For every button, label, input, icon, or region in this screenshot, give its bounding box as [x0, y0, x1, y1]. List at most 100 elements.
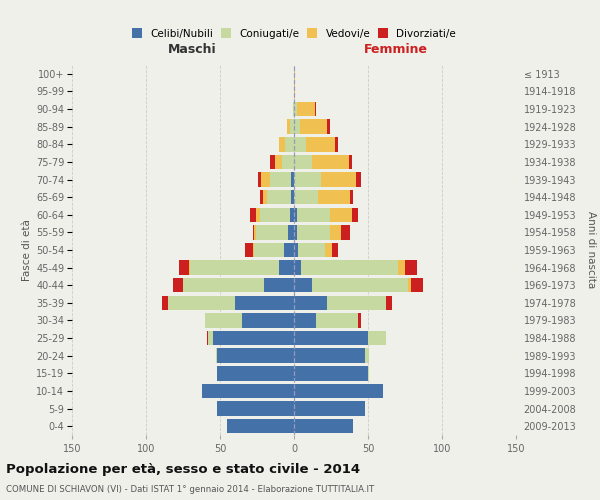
Bar — [268, 190, 291, 204]
Bar — [183, 278, 265, 292]
Bar — [256, 208, 260, 222]
Bar — [316, 314, 358, 328]
Bar — [259, 172, 262, 186]
Bar — [325, 243, 332, 257]
Bar — [212, 331, 294, 345]
Bar — [275, 154, 282, 169]
Bar — [294, 102, 297, 117]
Bar — [190, 260, 279, 275]
Bar — [256, 225, 288, 240]
Bar — [329, 225, 341, 240]
Bar — [250, 208, 256, 222]
Bar — [294, 154, 312, 169]
Bar — [293, 102, 294, 117]
Bar — [205, 314, 242, 328]
Bar — [349, 154, 352, 169]
Bar — [217, 348, 294, 363]
Y-axis label: Anni di nascita: Anni di nascita — [586, 212, 596, 288]
Bar — [356, 172, 361, 186]
Bar — [301, 260, 398, 275]
Bar — [245, 243, 253, 257]
Bar — [260, 190, 263, 204]
Bar — [300, 120, 326, 134]
Bar — [288, 225, 294, 240]
Bar — [291, 190, 294, 204]
Text: Maschi: Maschi — [167, 43, 216, 56]
Text: Femmine: Femmine — [364, 43, 428, 56]
Bar — [254, 243, 284, 257]
Bar — [294, 419, 353, 434]
Bar — [242, 314, 294, 328]
Bar — [329, 208, 352, 222]
Bar — [352, 208, 358, 222]
Bar — [291, 172, 294, 186]
Bar — [294, 331, 368, 345]
Bar — [294, 120, 300, 134]
Bar — [294, 172, 320, 186]
Bar — [206, 331, 208, 345]
Bar — [294, 402, 365, 416]
Bar — [368, 331, 386, 345]
Bar — [235, 296, 294, 310]
Bar — [294, 137, 306, 152]
Text: Popolazione per età, sesso e stato civile - 2014: Popolazione per età, sesso e stato civil… — [6, 462, 360, 475]
Bar — [162, 296, 168, 310]
Bar — [358, 314, 361, 328]
Bar — [341, 225, 350, 240]
Bar — [294, 84, 295, 98]
Bar — [208, 331, 212, 345]
Bar — [282, 154, 294, 169]
Bar — [398, 260, 405, 275]
Bar — [271, 154, 275, 169]
Bar — [294, 296, 326, 310]
Bar — [294, 190, 317, 204]
Bar — [350, 190, 353, 204]
Bar — [294, 348, 365, 363]
Bar — [217, 366, 294, 380]
Bar — [202, 384, 294, 398]
Bar — [326, 120, 329, 134]
Bar — [290, 208, 294, 222]
Bar — [262, 172, 271, 186]
Bar — [294, 243, 298, 257]
Bar — [294, 384, 383, 398]
Bar — [173, 278, 183, 292]
Bar — [279, 137, 285, 152]
Bar — [332, 243, 338, 257]
Bar — [297, 102, 315, 117]
Bar — [297, 225, 329, 240]
Bar — [253, 225, 254, 240]
Bar — [217, 402, 294, 416]
Bar — [294, 366, 368, 380]
Bar — [294, 260, 301, 275]
Bar — [263, 190, 268, 204]
Bar — [189, 260, 190, 275]
Bar — [287, 120, 290, 134]
Bar — [294, 225, 297, 240]
Bar — [405, 260, 417, 275]
Bar — [253, 243, 254, 257]
Bar — [260, 208, 290, 222]
Bar — [265, 278, 294, 292]
Bar — [285, 137, 294, 152]
Bar — [179, 260, 189, 275]
Bar — [227, 419, 294, 434]
Legend: Celibi/Nubili, Coniugati/e, Vedovi/e, Divorziati/e: Celibi/Nubili, Coniugati/e, Vedovi/e, Di… — [128, 24, 460, 43]
Bar — [408, 278, 411, 292]
Bar — [386, 296, 392, 310]
Bar — [271, 172, 291, 186]
Bar — [312, 278, 408, 292]
Bar — [168, 296, 235, 310]
Bar — [294, 66, 295, 81]
Bar — [326, 296, 386, 310]
Bar — [312, 154, 349, 169]
Bar — [294, 314, 316, 328]
Bar — [215, 348, 217, 363]
Bar — [298, 243, 325, 257]
Bar — [284, 243, 294, 257]
Bar — [290, 120, 294, 134]
Bar — [335, 137, 338, 152]
Bar — [306, 137, 335, 152]
Bar — [297, 208, 329, 222]
Bar — [315, 102, 316, 117]
